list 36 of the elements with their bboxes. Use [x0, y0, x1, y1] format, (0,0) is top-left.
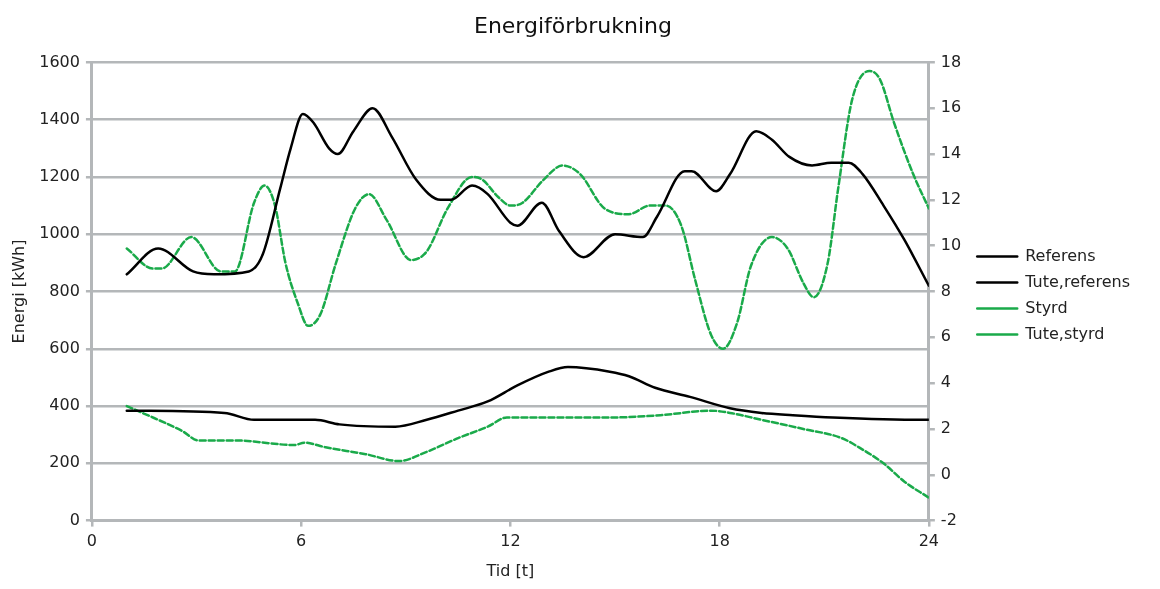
- y2-tick-label: 16: [940, 97, 962, 117]
- y2-tick-label: 6: [940, 326, 952, 346]
- legend-label: Styrd: [1025, 297, 1068, 317]
- line-series: [125, 365, 929, 428]
- y-tick-label: 200: [49, 452, 80, 472]
- y2-tick-label: -2: [940, 509, 957, 529]
- y-tick-label: 0: [69, 509, 80, 529]
- y-tick-label: 1000: [39, 223, 80, 243]
- line-series: [125, 106, 929, 288]
- y2-tick-label: 12: [940, 189, 962, 209]
- legend-label: Referens: [1025, 245, 1096, 265]
- y2-tick-label: 8: [940, 280, 952, 300]
- y2-tick-label: 10: [940, 234, 962, 254]
- legend-label: Tute,styrd: [1024, 323, 1105, 343]
- y-tick-label: 600: [49, 337, 80, 357]
- chart-title: Energiförbrukning: [473, 12, 673, 38]
- x-tick-label: 12: [500, 531, 521, 551]
- line-series: [125, 69, 929, 351]
- y-axis-title: Energi [kWh]: [8, 239, 28, 344]
- legend-label: Tute,referens: [1024, 271, 1130, 291]
- y2-tick-label: 0: [940, 463, 952, 483]
- y-tick-label: 800: [49, 280, 80, 300]
- line-series: [125, 404, 929, 499]
- y-tick-label: 1200: [39, 166, 80, 186]
- y2-tick-label: 18: [940, 51, 962, 71]
- x-tick-label: 0: [86, 531, 98, 551]
- y2-tick-label: 4: [940, 372, 952, 392]
- x-axis-title: Tid [t]: [485, 560, 535, 580]
- x-tick-label: 24: [918, 531, 940, 551]
- y-tick-label: 1400: [39, 108, 80, 128]
- y2-tick-label: 14: [940, 143, 962, 163]
- y2-tick-label: 2: [940, 418, 952, 438]
- y-tick-label: 400: [49, 395, 80, 415]
- y-tick-label: 1600: [39, 51, 80, 71]
- x-tick-label: 18: [709, 531, 730, 551]
- x-tick-label: 6: [296, 531, 307, 551]
